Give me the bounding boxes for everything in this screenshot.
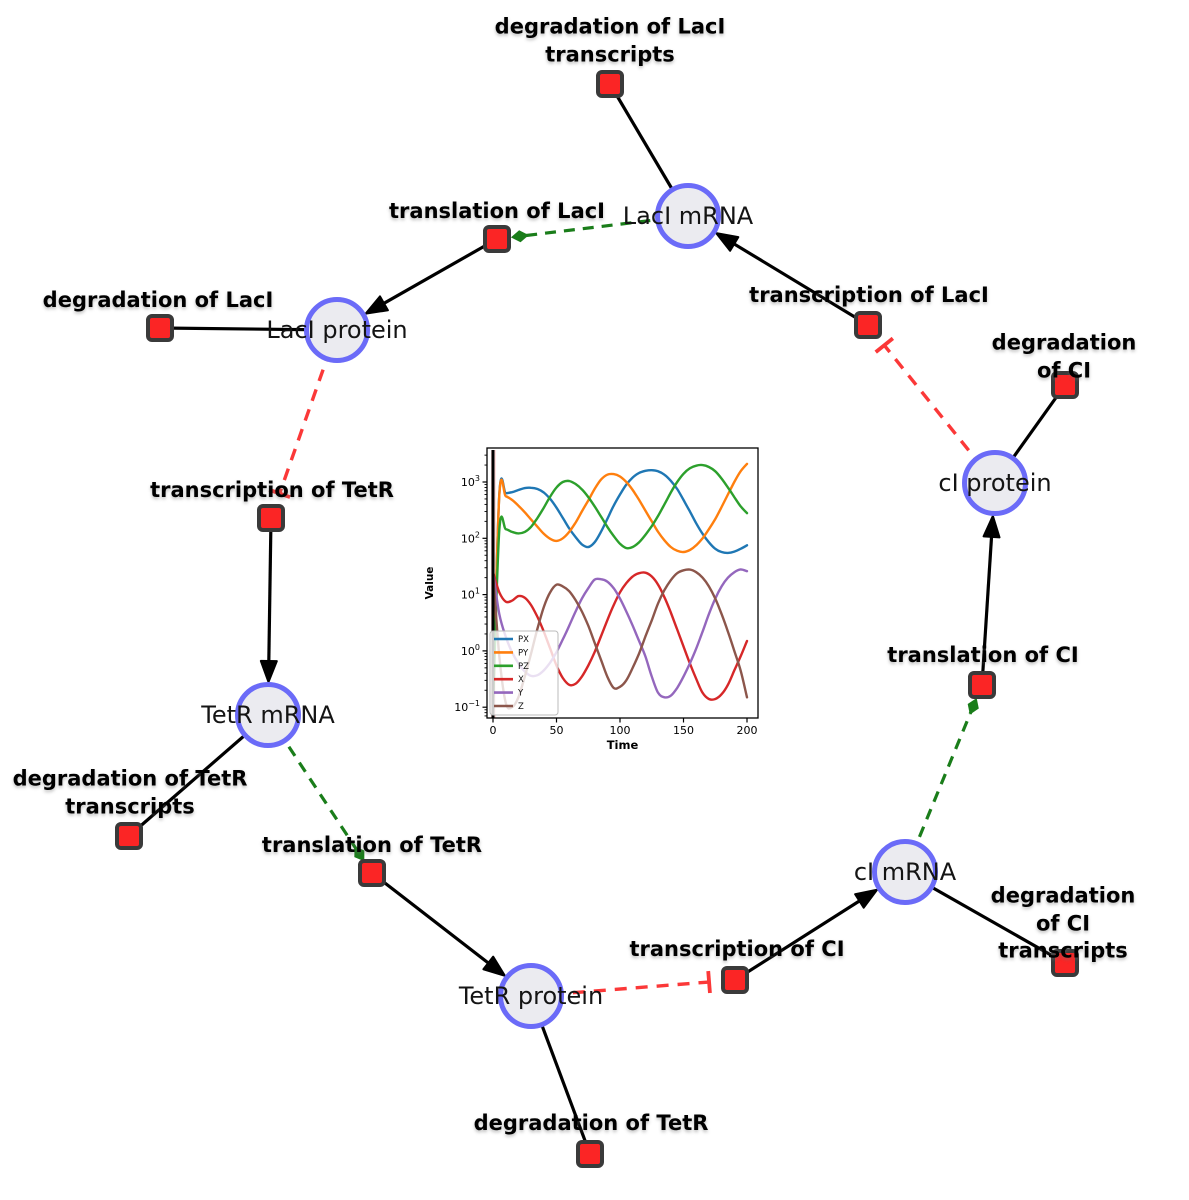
legend-entry-label: X — [518, 675, 524, 685]
edge-consumption-ci-mrna-deg-ci-tx — [904, 870, 1066, 965]
edge-production-txn-laci-laci-mrna — [725, 237, 869, 327]
x-tick-label: 100 — [610, 724, 631, 737]
arrowhead-icon — [364, 295, 389, 315]
legend-entry-label: PZ — [518, 662, 529, 672]
catalysis-diamond-icon — [354, 846, 365, 862]
x-tick-label: 150 — [673, 724, 694, 737]
arrowhead-icon — [482, 955, 506, 977]
inhibition-bar-icon — [706, 970, 712, 994]
y-tick-label: 101 — [461, 587, 480, 602]
series-line-pz — [491, 463, 749, 709]
legend-entry-label: PY — [518, 648, 529, 658]
legend-entry-label: PX — [518, 635, 529, 645]
arrowhead-icon — [982, 514, 1001, 539]
legend: PX PY PZ XYZ — [489, 630, 559, 716]
edge-catalysis-laci-mrna-transl-laci — [525, 214, 689, 238]
edge-production-transl-tetr-tetr-protein — [371, 871, 497, 970]
edge-inhibition-ci-protein-txn-laci — [882, 344, 997, 485]
edge-consumption-tetr-protein-deg-tetr — [529, 995, 592, 1155]
legend-entry-label: Y — [517, 689, 524, 699]
edge-consumption-laci-protein-deg-laci — [159, 326, 338, 332]
series-line-py — [491, 462, 749, 709]
edge-production-txn-ci-ci-mrna — [734, 894, 868, 982]
edge-catalysis-tetr-mrna-transl-tetr — [266, 714, 358, 850]
legend-entry-label: Z — [518, 702, 524, 712]
catalysis-diamond-icon — [510, 230, 529, 243]
catalysis-diamond-icon — [967, 697, 979, 715]
y-tick-label: 102 — [461, 530, 480, 545]
edge-catalysis-ci-mrna-transl-ci — [903, 711, 973, 873]
y-axis-label: Value — [425, 567, 436, 600]
x-tick-label: 0 — [490, 724, 497, 737]
x-tick-label: 200 — [737, 724, 758, 737]
inhibition-bar-icon — [874, 336, 895, 354]
series-line-px — [491, 468, 749, 709]
arrowhead-icon — [259, 659, 278, 684]
edge-production-transl-laci-laci-protein — [375, 237, 498, 310]
timeseries-plot: 0 50 100 150 20010−1100101102103TimeValuePXP… — [424, 447, 759, 752]
edge-inhibition-tetr-protein-txn-ci — [530, 980, 710, 998]
y-tick-label: 103 — [461, 474, 480, 489]
edge-production-transl-ci-ci-protein — [980, 527, 994, 686]
edge-consumption-laci-mrna-deg-laci-tx — [608, 83, 690, 217]
x-tick-label: 50 — [550, 724, 564, 737]
series-line-x — [491, 571, 749, 701]
edge-inhibition-laci-protein-txn-tetr — [278, 329, 339, 495]
x-axis-label: Time — [607, 738, 639, 752]
axes-spines — [486, 447, 759, 719]
y-tick-label: 10−1 — [454, 699, 480, 714]
edge-production-txn-tetr-tetr-mrna — [267, 517, 273, 671]
edge-consumption-tetr-mrna-deg-tetr-tx — [127, 713, 270, 838]
inhibition-bar-icon — [268, 488, 291, 499]
y-tick-label: 100 — [461, 643, 480, 658]
inset-timeseries-chart: 0 50 100 150 200 10−1 100 101 102 103 Time Value PX P… — [424, 428, 770, 758]
arrowhead-icon — [715, 232, 740, 252]
arrowhead-icon — [854, 888, 879, 909]
edge-consumption-ci-protein-deg-ci — [993, 384, 1067, 484]
